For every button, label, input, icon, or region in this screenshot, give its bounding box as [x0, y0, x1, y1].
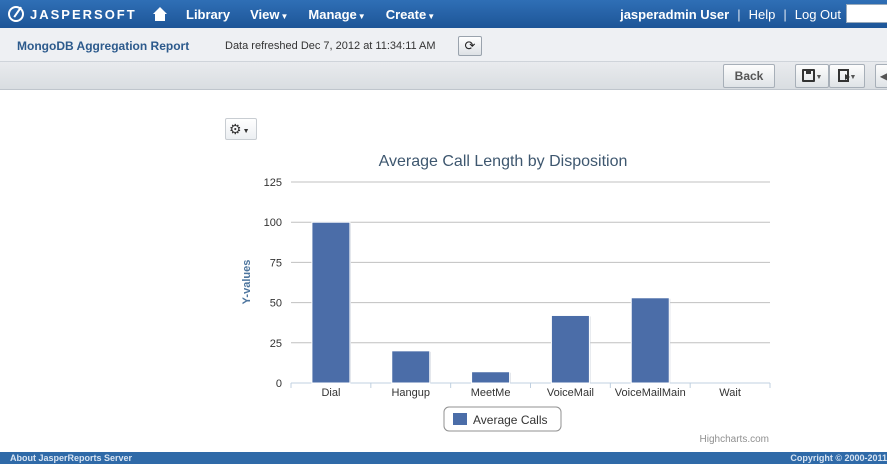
y-tick-label: 50	[270, 298, 282, 310]
menu-view[interactable]: View▼	[250, 7, 288, 22]
x-tick-label: Wait	[719, 387, 741, 399]
bar[interactable]	[391, 350, 431, 384]
export-button[interactable]: ▼	[829, 64, 865, 88]
highcharts-credit[interactable]: Highcharts.com	[700, 434, 769, 445]
report-header: MongoDB Aggregation Report Data refreshe…	[0, 28, 887, 62]
menu-create[interactable]: Create▼	[386, 7, 435, 22]
x-tick-label: Dial	[321, 387, 340, 399]
jaspersoft-logo[interactable]: JASPERSOFT	[8, 5, 137, 23]
y-tick-label: 25	[270, 338, 282, 350]
x-tick-label: VoiceMailMain	[615, 387, 686, 399]
more-button[interactable]: ◀	[875, 64, 887, 88]
menu-library-label: Library	[186, 6, 231, 22]
bar[interactable]	[311, 221, 351, 384]
jaspersoft-logo-icon	[8, 6, 24, 22]
user-area: jasperadmin User | Help | Log Out	[620, 0, 841, 28]
bar[interactable]	[630, 297, 670, 384]
back-button[interactable]: Back	[723, 64, 775, 88]
y-tick-label: 100	[264, 217, 282, 229]
report-toolbar: Back ▼ ▼ ◀	[0, 62, 887, 90]
chevron-down-icon: ▼	[427, 11, 436, 21]
menu-library[interactable]: Library	[186, 7, 230, 22]
refresh-icon: ⟳	[464, 38, 476, 53]
x-tick-label: Hangup	[391, 387, 430, 399]
chart-options-button[interactable]: ⚙▼	[225, 118, 257, 140]
home-icon[interactable]	[152, 7, 168, 21]
y-tick-label: 125	[264, 177, 282, 189]
y-tick-label: 0	[276, 378, 282, 390]
bars	[311, 221, 671, 384]
y-axis-label: Y-values	[241, 260, 253, 305]
export-icon	[837, 69, 850, 82]
gear-icon: ⚙	[229, 121, 242, 137]
report-title: MongoDB Aggregation Report	[17, 39, 190, 53]
chevron-down-icon: ▼	[815, 74, 823, 81]
help-link[interactable]: Help	[748, 6, 776, 22]
chevron-down-icon: ▼	[280, 11, 289, 21]
save-icon	[801, 69, 815, 82]
bar[interactable]	[550, 314, 590, 384]
logout-link[interactable]: Log Out	[794, 6, 841, 22]
arrow-left-icon: ◀	[880, 69, 887, 83]
legend[interactable]: Average Calls	[443, 406, 562, 432]
legend-label: Average Calls	[473, 413, 547, 427]
logo-text: JASPERSOFT	[30, 6, 137, 22]
copyright-text: Copyright © 2000-2011	[790, 453, 887, 463]
grid-lines	[291, 181, 770, 384]
menu-view-label: View	[250, 6, 280, 22]
chevron-down-icon: ▼	[357, 11, 366, 21]
footer: About JasperReports Server Copyright © 2…	[0, 452, 887, 464]
legend-swatch	[453, 413, 467, 425]
search-input[interactable]	[846, 4, 887, 23]
chart-title: Average Call Length by Disposition	[379, 153, 628, 170]
x-tick-label: MeetMe	[471, 387, 511, 399]
refresh-button[interactable]: ⟳	[458, 36, 482, 56]
y-tick-label: 75	[270, 257, 282, 269]
top-nav-bar: JASPERSOFT Library View▼ Manage▼ Create▼…	[0, 0, 887, 28]
y-axis-ticks: 0 25 50 75 100 125	[264, 177, 282, 390]
menu-create-label: Create	[385, 6, 427, 22]
menu-manage[interactable]: Manage▼	[308, 7, 365, 22]
separator: |	[783, 6, 787, 22]
x-axis-ticks: Dial Hangup MeetMe VoiceMail VoiceMailMain Wa…	[290, 383, 771, 399]
menu-manage-label: Manage	[308, 6, 357, 22]
legend-box	[443, 406, 562, 432]
chevron-down-icon: ▼	[242, 128, 250, 135]
save-button[interactable]: ▼	[795, 64, 829, 88]
bar[interactable]	[471, 371, 511, 384]
data-refreshed-text: Data refreshed Dec 7, 2012 at 11:34:11 A…	[225, 40, 436, 52]
about-link[interactable]: About JasperReports Server	[10, 453, 133, 463]
separator: |	[737, 6, 741, 22]
chevron-down-icon: ▼	[849, 74, 857, 81]
main-menu: Library View▼ Manage▼ Create▼	[152, 0, 455, 28]
user-name[interactable]: jasperadmin User	[620, 6, 730, 22]
x-tick-label: VoiceMail	[547, 387, 594, 399]
